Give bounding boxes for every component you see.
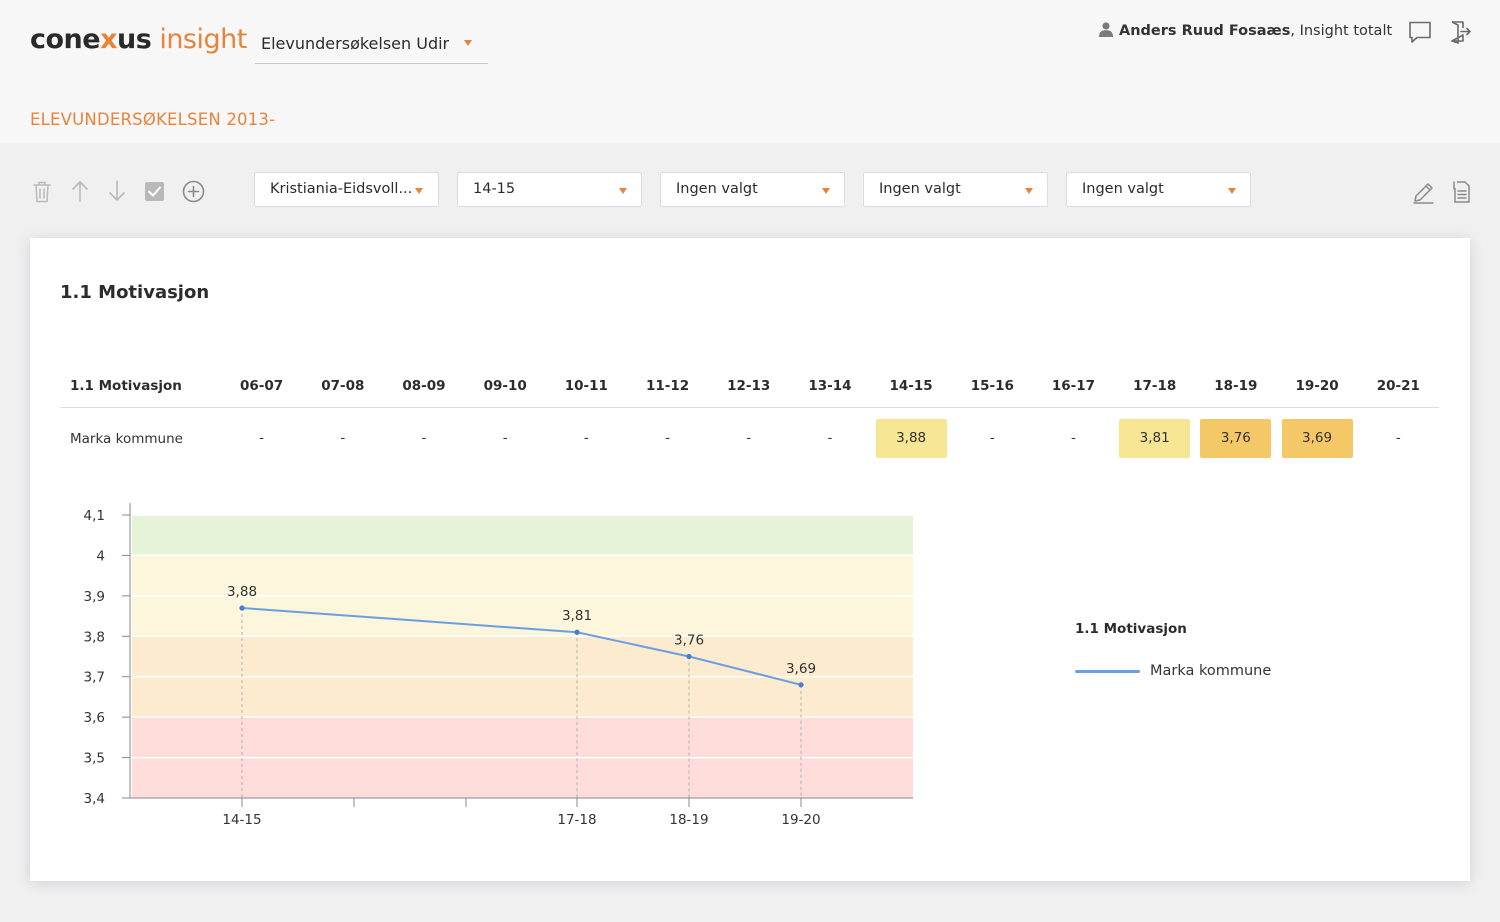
- edit-icon[interactable]: [1412, 181, 1435, 204]
- table-cell: -: [502, 430, 508, 446]
- legend-series-label: Marka kommune: [1150, 663, 1272, 679]
- table-header-year: 11-12: [626, 364, 709, 408]
- data-label: 3,81: [562, 608, 592, 624]
- table-cell: 3,81: [1119, 419, 1191, 458]
- table-header-year: 20-21: [1357, 364, 1439, 408]
- table-header-row: 1.1 Motivasjon 06-07 07-08 08-09 09-10 1…: [60, 364, 1439, 408]
- series-line: [241, 606, 802, 686]
- x-tick-label: 18-19: [669, 812, 708, 828]
- y-tick-label: 4,1: [84, 508, 105, 524]
- filter-5-label: Ingen valgt: [1082, 181, 1164, 197]
- table-header-year: 14-15: [870, 364, 952, 408]
- table-cell: 3,69: [1281, 419, 1353, 458]
- data-point: [574, 629, 580, 635]
- line-chart: 3,4 3,5 3,6 3,7 3,8 3,9 4 4,1 3,88 14-15 3,81 17-18…: [84, 503, 913, 828]
- table-cell: -: [259, 430, 265, 446]
- table-cell: 3,76: [1200, 419, 1272, 458]
- filter-year[interactable]: 14-15: [457, 172, 642, 207]
- table-header-year: 16-17: [1032, 364, 1115, 408]
- filter-year-label: 14-15: [473, 181, 516, 197]
- logout-icon[interactable]: [1449, 20, 1473, 44]
- user-name: Anders Ruud Fosaæs: [1119, 23, 1291, 39]
- user-icon: [1099, 22, 1113, 37]
- table-cell: -: [827, 430, 833, 446]
- table-header-year: 07-08: [302, 364, 384, 408]
- filter-3[interactable]: Ingen valgt: [660, 172, 845, 207]
- filter-4[interactable]: Ingen valgt: [863, 172, 1048, 207]
- y-tick-label: 3,5: [84, 751, 105, 767]
- app-header: conexus insight Elevundersøkelsen Udir An…: [0, 0, 1500, 143]
- chevron-down-icon: [1228, 188, 1236, 194]
- row-label: Marka kommune: [70, 430, 183, 447]
- table-cell: -: [665, 430, 670, 446]
- chart-band: [132, 515, 913, 556]
- legend-title: 1.1 Motivasjon: [1075, 621, 1187, 637]
- filter-school-label: Kristiania-Eidsvoll...: [270, 181, 413, 197]
- table-header-year: 19-20: [1276, 364, 1358, 408]
- survey-select[interactable]: Elevundersøkelsen Udir: [255, 28, 488, 64]
- data-point: [798, 682, 804, 688]
- table-cell: -: [1395, 430, 1401, 446]
- arrow-down-icon[interactable]: [108, 180, 126, 202]
- survey-select-label: Elevundersøkelsen Udir: [261, 34, 450, 53]
- y-tick-label: 3,7: [84, 670, 105, 686]
- checkbox-icon[interactable]: [145, 182, 164, 201]
- table-header-year: 13-14: [789, 364, 871, 408]
- x-tick-label: 17-18: [557, 812, 596, 828]
- arrow-up-icon[interactable]: [71, 180, 89, 202]
- y-tick-label: 4: [96, 548, 105, 564]
- y-tick-label: 3,9: [84, 589, 105, 605]
- table-cell: -: [583, 430, 589, 446]
- filter-school[interactable]: Kristiania-Eidsvoll...: [254, 172, 439, 207]
- filter-4-label: Ingen valgt: [879, 181, 961, 197]
- data-label: 3,76: [674, 633, 704, 649]
- document-icon[interactable]: [1451, 180, 1472, 204]
- data-label: 3,69: [786, 661, 816, 677]
- chevron-down-icon: [1025, 188, 1033, 194]
- table-header-indicator: 1.1 Motivasjon: [60, 364, 221, 408]
- table-cell: -: [421, 430, 427, 446]
- table-header-year: 09-10: [464, 364, 546, 408]
- y-tick-label: 3,4: [84, 791, 105, 807]
- table-header-year: 10-11: [545, 364, 627, 408]
- chevron-down-icon: [822, 188, 830, 194]
- y-tick-label: 3,6: [84, 710, 105, 726]
- y-tick-label: 3,8: [84, 629, 105, 645]
- table-cell: -: [746, 430, 752, 446]
- chevron-down-icon: [415, 188, 423, 194]
- report-card: 1.1 Motivasjon 1.1 Motivasjon 06-07 07-0…: [30, 238, 1470, 881]
- table-cell: 3,88: [875, 419, 947, 458]
- add-circle-icon[interactable]: [182, 180, 205, 203]
- chat-icon[interactable]: [1408, 20, 1432, 44]
- table-header-year: 08-09: [383, 364, 465, 408]
- table-header-year: 15-16: [951, 364, 1033, 408]
- card-title: 1.1 Motivasjon: [60, 282, 210, 303]
- table-header-year: 12-13: [708, 364, 790, 408]
- x-tick-label: 19-20: [781, 812, 820, 828]
- section-title: ELEVUNDERSØKELSEN 2013-: [30, 110, 276, 129]
- table-row: Marka kommune - - - - - - - - 3,88 - - 3…: [60, 408, 1439, 470]
- filter-5[interactable]: Ingen valgt: [1066, 172, 1251, 207]
- table-cell: -: [989, 430, 995, 446]
- filter-3-label: Ingen valgt: [676, 181, 758, 197]
- chevron-down-icon: [464, 40, 472, 46]
- trash-icon[interactable]: [33, 181, 51, 203]
- data-point: [239, 605, 245, 611]
- user-role: , Insight totalt: [1290, 23, 1393, 39]
- table-header-year: 17-18: [1114, 364, 1196, 408]
- table-cell: -: [340, 430, 346, 446]
- data-label: 3,88: [227, 584, 257, 600]
- table-header-year: 18-19: [1195, 364, 1277, 408]
- user-info[interactable]: Anders Ruud Fosaæs, Insight totalt: [1099, 22, 1392, 39]
- table-cell: -: [1071, 430, 1076, 446]
- data-table: 1.1 Motivasjon 06-07 07-08 08-09 09-10 1…: [60, 364, 1439, 469]
- chevron-down-icon: [619, 188, 627, 194]
- data-point: [686, 653, 692, 660]
- conexus-insight-logo[interactable]: conexus insight: [30, 24, 247, 55]
- x-tick-label: 14-15: [222, 812, 261, 828]
- table-header-year: 06-07: [221, 364, 303, 408]
- legend-series-swatch: [1075, 670, 1140, 673]
